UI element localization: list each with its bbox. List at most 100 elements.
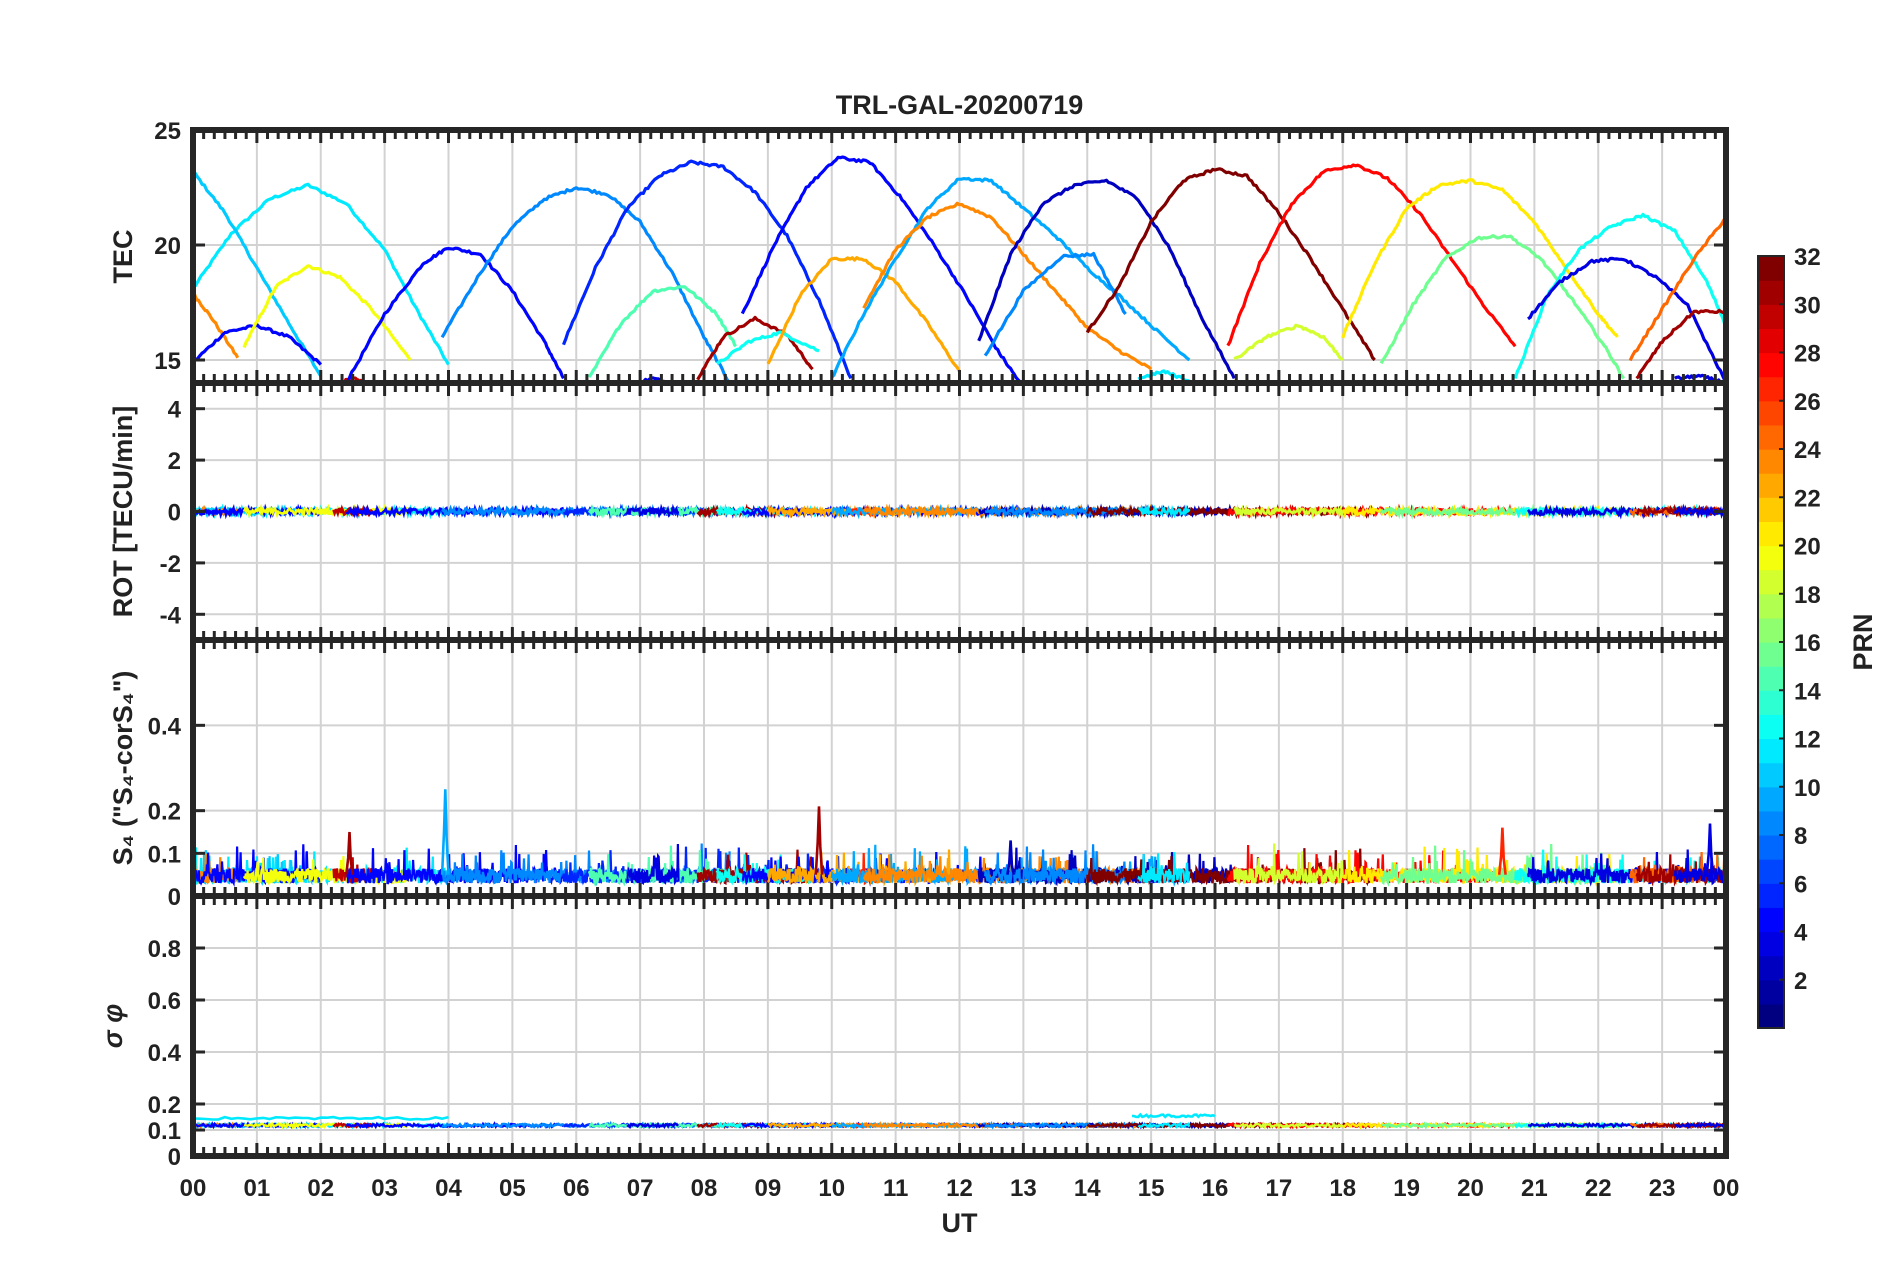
- ytick-label-tec: 20: [154, 233, 181, 260]
- s4-series-prn-5: [345, 844, 565, 886]
- colorbar-swatch: [1758, 883, 1784, 908]
- tec-series-prn-21: [1341, 178, 1619, 339]
- xtick-label: 22: [1585, 1175, 1612, 1202]
- xtick-label: 11: [883, 1175, 908, 1202]
- xtick-label: 08: [691, 1175, 718, 1202]
- tec-series-prn-9: [983, 251, 1127, 357]
- colorbar-swatch: [1758, 280, 1784, 305]
- colorbar-swatch: [1758, 907, 1784, 933]
- tec-series-prn-24: [193, 292, 240, 359]
- xtick-label: 23: [1649, 1175, 1676, 1202]
- sigma-series-prn-12: [1137, 1121, 1191, 1129]
- colorbar-swatch: [1758, 762, 1784, 788]
- xtick-label: 04: [435, 1175, 462, 1202]
- ytick-label-sigma: 0.8: [148, 936, 181, 963]
- tec-series-prn-32: [1085, 167, 1376, 362]
- y-axis-label-tec: TEC: [108, 230, 138, 284]
- rot-series-prn-19: [1233, 503, 1345, 520]
- tec-series-prn-9: [440, 186, 731, 383]
- xtick-label: 12: [946, 1175, 973, 1202]
- ytick-label-rot: -4: [160, 602, 182, 629]
- colorbar-swatch: [1758, 569, 1784, 595]
- tec-series-prn-10: [830, 176, 1191, 379]
- ytick-label-sigma: 0: [168, 1144, 181, 1171]
- colorbar-swatch: [1758, 400, 1784, 426]
- colorbar-tick-label: 24: [1794, 437, 1821, 464]
- xtick-label: 07: [627, 1175, 654, 1202]
- rot-series-prn-4: [626, 503, 680, 518]
- colorbar-swatch: [1758, 304, 1784, 329]
- colorbar-swatch: [1758, 256, 1784, 281]
- sigma-series-prn-4: [626, 1121, 679, 1130]
- ytick-label-s4: 0: [168, 884, 181, 911]
- colorbar-tick-label: 22: [1794, 485, 1821, 512]
- xtick-label: 15: [1138, 1175, 1165, 1202]
- s4-series-prn-19: [1233, 843, 1344, 887]
- ytick-label-tec: 25: [154, 118, 181, 145]
- s4-series-prn-12: [1137, 852, 1191, 885]
- colorbar-swatch: [1758, 376, 1784, 402]
- colorbar-tick-label: 26: [1794, 389, 1821, 416]
- colorbar-swatch: [1758, 859, 1784, 884]
- tec-series-prn-19: [1233, 323, 1344, 362]
- tec-series-prn-5: [345, 246, 565, 383]
- ytick-label-s4: 0.2: [148, 799, 181, 826]
- colorbar-swatch: [1758, 545, 1784, 571]
- colorbar-swatch: [1758, 593, 1784, 619]
- chart-title: TRL-GAL-20200719: [836, 90, 1084, 120]
- colorbar-tick-label: 20: [1794, 534, 1821, 561]
- ytick-label-tec: 15: [154, 348, 181, 375]
- ytick-label-s4: 0.4: [148, 713, 182, 740]
- colorbar-swatch: [1758, 424, 1784, 450]
- colorbar-tick-label: 6: [1794, 871, 1807, 898]
- colorbar-swatch: [1758, 666, 1784, 691]
- ytick-label-rot: 2: [168, 448, 181, 475]
- colorbar-tick-label: 30: [1794, 292, 1821, 319]
- sigma-series-prn-19: [1234, 1121, 1344, 1130]
- s4-series-prn-4: [626, 843, 680, 886]
- xtick-label: 10: [818, 1175, 845, 1202]
- colorbar-swatch: [1758, 617, 1784, 643]
- colorbar-tick-label: 32: [1794, 244, 1821, 271]
- colorbar-swatch: [1758, 642, 1784, 667]
- xtick-label: 20: [1457, 1175, 1484, 1202]
- xtick-label: 06: [563, 1175, 590, 1202]
- tec-series-prn-13: [716, 330, 820, 365]
- colorbar-swatch: [1758, 497, 1784, 522]
- ytick-label-sigma: 0.1: [148, 1118, 181, 1145]
- colorbar-swatch: [1758, 738, 1784, 764]
- colorbar-swatch: [1758, 352, 1784, 378]
- tec-series-prn-12: [193, 182, 450, 366]
- colorbar-label: PRN: [1848, 613, 1878, 670]
- tec-series-prn-31: [1635, 308, 1726, 380]
- xtick-label: 05: [499, 1175, 526, 1202]
- colorbar-tick-label: 28: [1794, 341, 1821, 368]
- tec-series-prn-5: [193, 322, 322, 366]
- tec-series-prn-31: [696, 315, 814, 381]
- colorbar-swatch: [1758, 328, 1784, 354]
- xtick-label: 02: [307, 1175, 334, 1202]
- colorbar-tick-label: 8: [1794, 823, 1807, 850]
- rot-series-prn-4: [1673, 503, 1726, 519]
- colorbar-swatch: [1758, 449, 1784, 474]
- x-axis-label: UT: [942, 1208, 978, 1238]
- tec-series-prn-28: [1226, 163, 1517, 348]
- colorbar-swatch: [1758, 521, 1784, 547]
- xtick-label: 19: [1393, 1175, 1420, 1202]
- y-axis-label-sigma: σ φ: [98, 1004, 128, 1048]
- tec-series-prn-24: [862, 201, 1153, 371]
- colorbar-tick-label: 18: [1794, 582, 1821, 609]
- colorbar-tick-label: 14: [1794, 678, 1821, 705]
- s4-series-prn-4: [1673, 849, 1726, 886]
- sigma-segment-prn-12: [193, 1115, 449, 1121]
- s4-spike-prn-3: [1006, 840, 1016, 875]
- ytick-label-sigma: 0.2: [148, 1092, 181, 1119]
- colorbar-swatch: [1758, 979, 1784, 1005]
- tec-series-prn-12: [1137, 369, 1190, 383]
- rot-series-prn-12: [1138, 503, 1191, 519]
- colorbar-tick-label: 4: [1794, 920, 1808, 947]
- colorbar-swatch: [1758, 955, 1784, 981]
- tec-series-prn-25: [1628, 216, 1726, 362]
- ytick-label-s4: 0.1: [148, 841, 181, 868]
